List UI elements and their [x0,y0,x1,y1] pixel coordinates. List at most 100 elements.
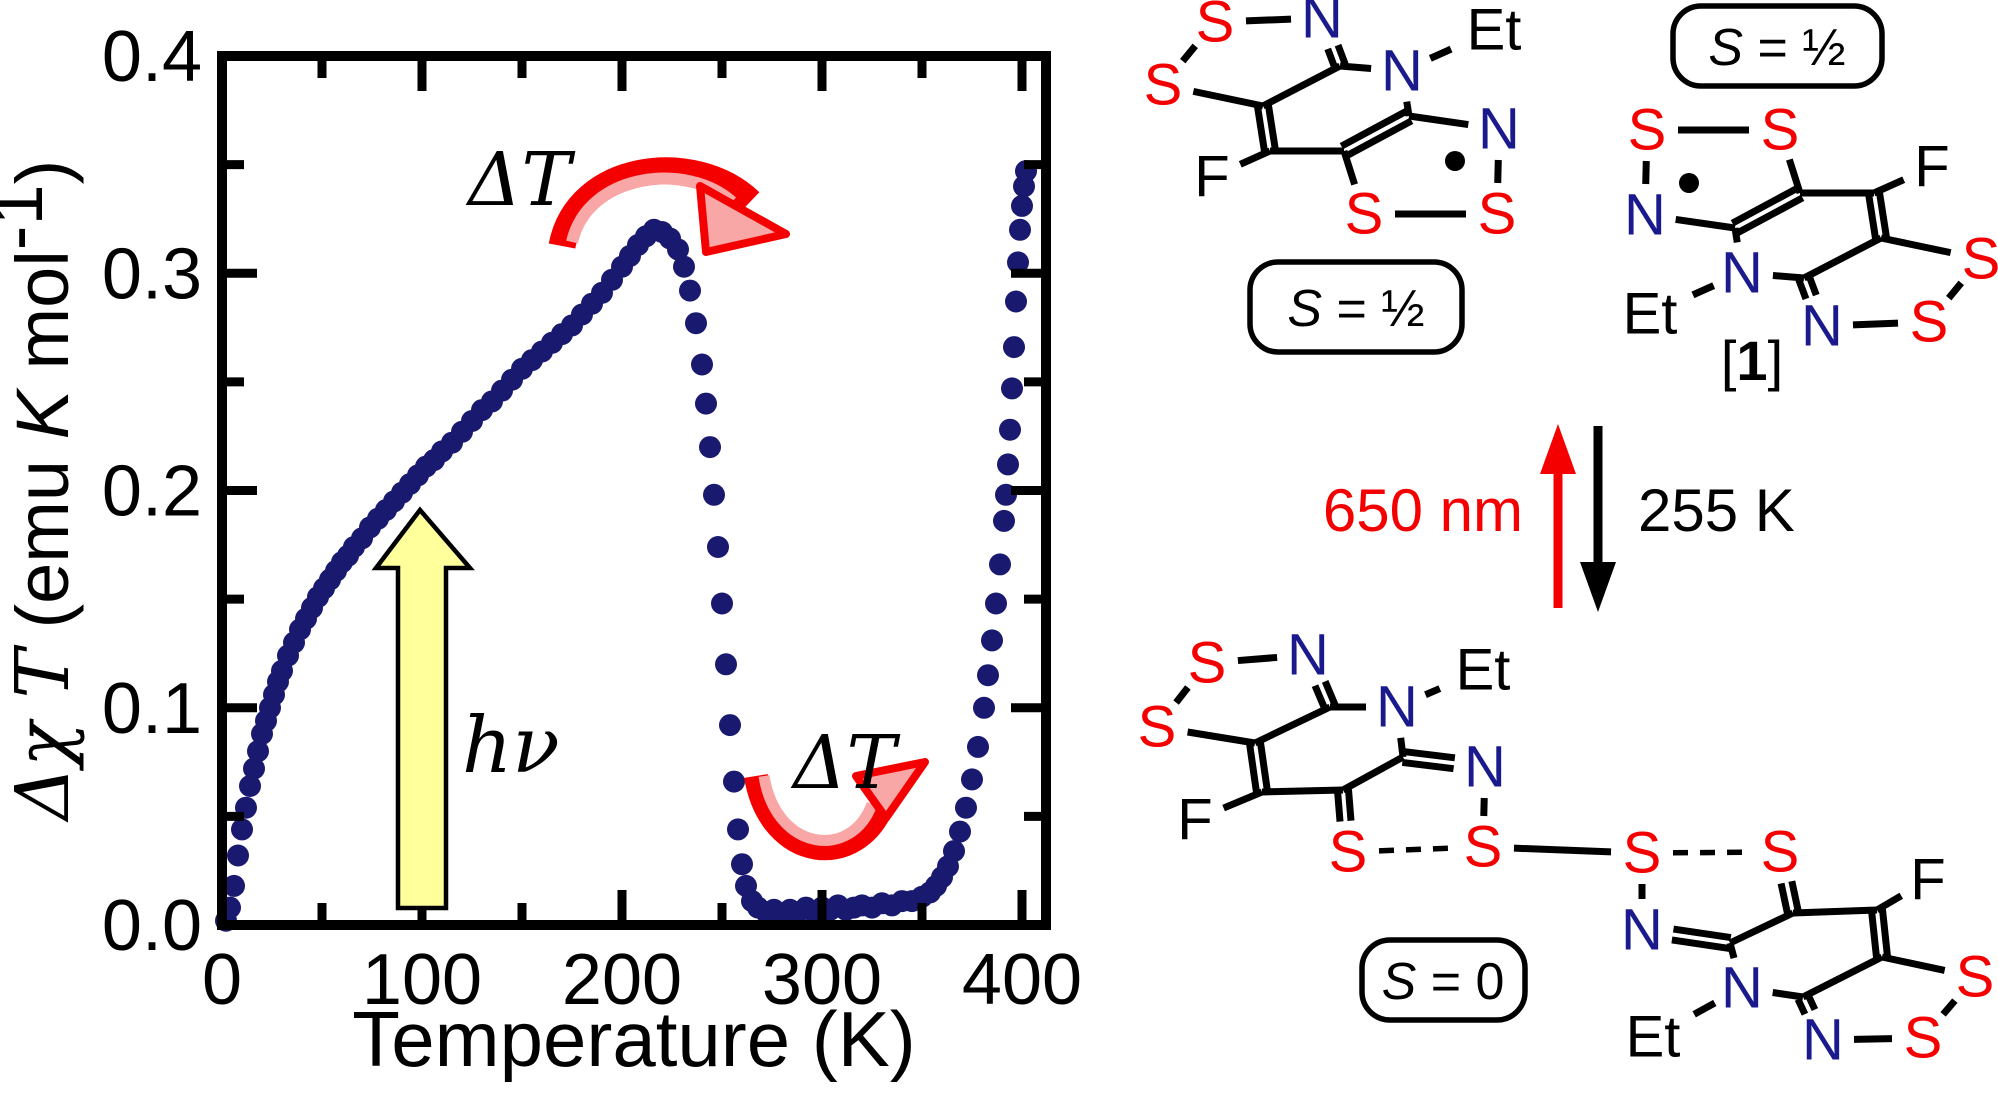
y-tick-label: 0.3 [102,234,202,314]
bond-single [1180,43,1198,64]
data-point [243,757,265,780]
bond-double [1254,106,1269,153]
bond-single [1802,234,1883,282]
atom-label-s: S [1904,1006,1943,1071]
atom-label-et: Et [1456,638,1511,703]
atom-label-s: S [1962,227,1998,292]
photo-arrowhead [1540,424,1576,474]
x-tick-label: 400 [962,940,1082,1020]
hv-label: hν [462,701,560,791]
data-point [679,279,701,302]
bond-double [1264,104,1279,151]
svg-text:Δχ T (emu K mol-1): Δχ T (emu K mol-1) [0,160,86,824]
bond-double [1334,43,1349,66]
data-point [981,629,1003,652]
spin-half-right-box: S = ½ [1670,3,1885,89]
radical-dot [1445,151,1465,171]
bond-double [1875,191,1890,238]
data-point [691,353,713,376]
bond-double [1795,278,1810,301]
bond-single [1801,953,1884,1001]
atom-label-n: N [1801,294,1843,359]
atom-label-s: S [1910,290,1949,355]
atom-label-s: S [1464,815,1503,880]
bond-double [1865,193,1880,240]
data-point [727,818,749,841]
x-tick-label: 0 [202,940,242,1020]
bond-single [1237,653,1278,665]
data-point [703,483,725,506]
bond-single [1222,788,1264,812]
bond-single [1728,909,1795,947]
bond-single [1692,999,1717,1018]
bond-double [1735,194,1805,236]
photo-arrow-up [1540,424,1576,608]
delta-t-bottom-curved-arrow [744,758,929,861]
data-point [699,436,721,459]
data-point [977,664,999,687]
bond-double [1794,997,1809,1016]
bond-single [1339,62,1372,72]
bond-double [1401,758,1454,773]
delta-t-top-arrowhead [696,182,790,256]
atom-label-f: F [1914,135,1949,200]
bond-single [1261,786,1344,796]
delta-t-bottom-arc-inner [758,775,878,846]
bond-single [1731,227,1741,243]
bond-dashed-contact [1378,845,1453,854]
x-tick-label: 300 [762,940,882,1020]
bond-double [1868,910,1881,958]
bond-single [1772,272,1805,282]
atom-label-s: S [1761,98,1800,163]
atom-label-s: S [1329,820,1368,885]
bond-single [1642,160,1650,185]
data-point [719,714,741,737]
bond-double [1777,882,1792,915]
atom-label-f: F [1177,788,1212,853]
atom-label-n: N [1376,675,1418,740]
bond-single [1872,176,1906,197]
data-point [1009,218,1031,241]
atom-label-f: F [1910,848,1945,913]
atom-label-s: S [1138,695,1177,760]
data-point [961,768,983,791]
atom-label-et: Et [1626,1005,1681,1070]
atom-label-n: N [1624,183,1666,248]
atom-label-et: Et [1467,0,1522,63]
delta-t-top-arc-outline [548,157,760,250]
plot-frame [217,51,1051,930]
atom-label-s: S [1623,821,1662,886]
atom-label-s: S [1956,945,1995,1010]
bond-single [1691,282,1716,299]
bond-single [1881,953,1946,974]
bond-single [1173,685,1191,705]
bond-dashed-contact [1672,849,1750,856]
data-point [985,592,1007,615]
atom-label-s: S [1478,182,1517,247]
data-point [695,392,717,415]
bond-single [1192,87,1264,110]
bond-single [1187,728,1256,747]
bond-single [1494,159,1502,184]
atom-label-n: N [1621,898,1663,963]
delta-t-bottom-arc-outline [744,773,896,861]
data-point [223,874,245,897]
bond-single [1403,101,1413,117]
bond-single [1792,906,1878,917]
atom-label-f: F [1194,145,1229,210]
data-point [1003,336,1025,359]
bond-double [1339,108,1409,150]
bond-single [1772,989,1804,1001]
atom-label-s: S [1196,0,1235,55]
data-point [943,840,965,863]
bond-single [1513,844,1612,856]
bond-single [1408,112,1469,129]
spin-half-right-label: S = ½ [1708,19,1845,77]
data-point [997,453,1019,476]
atom-label-s: S [1144,53,1183,118]
atom-label-et: Et [1623,282,1678,347]
data-point [973,696,995,719]
spin-zero-label: S = 0 [1382,953,1505,1011]
